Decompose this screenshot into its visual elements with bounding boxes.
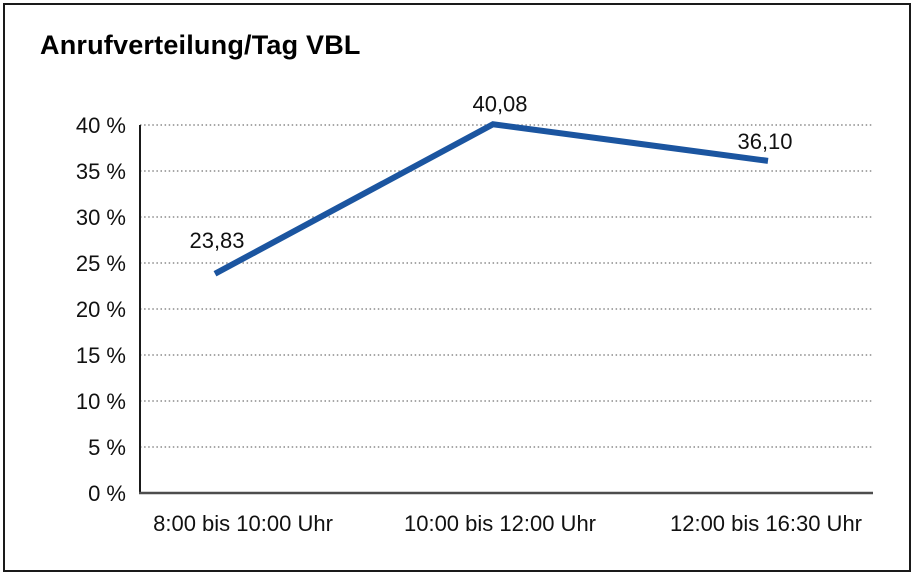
data-point-label: 23,83 — [189, 228, 244, 253]
x-axis-category-label: 12:00 bis 16:30 Uhr — [670, 511, 862, 536]
data-point-label: 36,10 — [737, 129, 792, 154]
x-axis-category-label: 8:00 bis 10:00 Uhr — [153, 511, 333, 536]
y-axis-tick-label: 5 % — [88, 435, 126, 460]
y-axis-tick-label: 20 % — [76, 297, 126, 322]
chart-title: Anrufverteilung/Tag VBL — [40, 30, 361, 60]
y-axis-tick-label: 30 % — [76, 205, 126, 230]
x-axis-category-label: 10:00 bis 12:00 Uhr — [404, 511, 596, 536]
y-axis-tick-label: 25 % — [76, 251, 126, 276]
data-line — [213, 121, 769, 277]
y-axis-tick-label: 35 % — [76, 159, 126, 184]
data-point-label: 40,08 — [472, 91, 527, 116]
y-axis-tick-label: 15 % — [76, 343, 126, 368]
y-axis-tick-label: 0 % — [88, 481, 126, 506]
y-axis-tick-label: 10 % — [76, 389, 126, 414]
y-axis-tick-label: 40 % — [76, 113, 126, 138]
